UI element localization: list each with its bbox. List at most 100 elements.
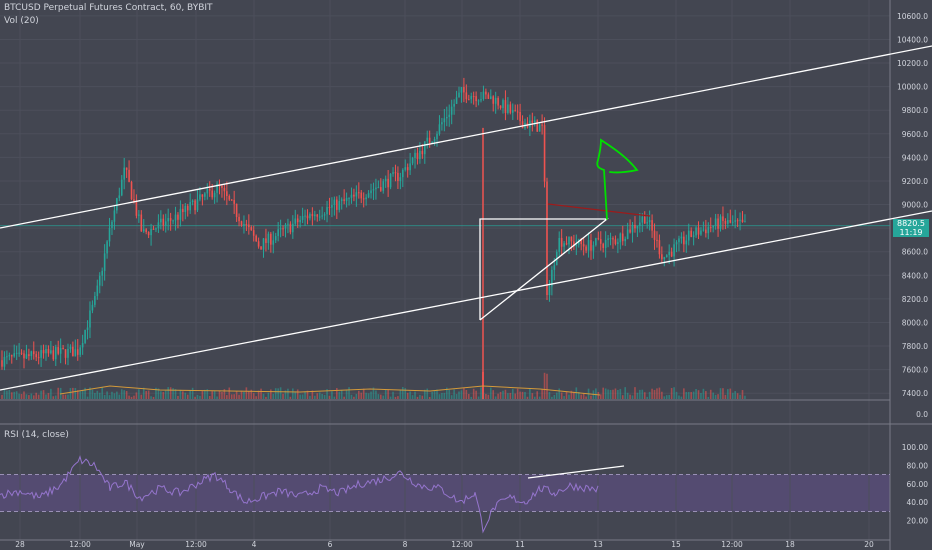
- candle-body: [213, 192, 216, 198]
- price-tick-label: 9600.0: [902, 130, 928, 139]
- candle-body: [140, 214, 143, 232]
- candle-body: [282, 228, 284, 230]
- candle-body: [221, 185, 223, 188]
- volume-bar: [707, 396, 710, 399]
- candle-body: [590, 240, 592, 251]
- volume-bar: [296, 389, 299, 399]
- volume-bar: [213, 390, 216, 399]
- volume-bar: [595, 388, 597, 399]
- candle-body: [201, 194, 204, 197]
- candle-body: [226, 191, 228, 196]
- candle-body: [402, 169, 404, 178]
- candle-body: [37, 357, 40, 359]
- candle-body: [204, 193, 206, 197]
- candle-body: [448, 114, 451, 117]
- volume-bar: [563, 396, 565, 399]
- volume-bar: [460, 390, 463, 399]
- candle-body: [695, 227, 697, 236]
- volume-bar: [602, 387, 605, 399]
- volume-bar: [326, 389, 328, 399]
- candle-body: [54, 347, 57, 360]
- candle-body: [333, 199, 336, 206]
- volume-bar: [582, 393, 585, 399]
- candle-body: [116, 198, 118, 211]
- candle-body: [727, 220, 729, 224]
- candle-body: [370, 190, 372, 194]
- candle-body: [548, 286, 551, 296]
- candle-body: [467, 99, 470, 101]
- candle-body: [169, 218, 172, 221]
- volume-bar: [423, 389, 426, 399]
- rsi-tick-label: 100.00: [902, 443, 928, 452]
- volume-bar: [458, 391, 460, 399]
- candle-body: [177, 214, 179, 220]
- volume-bar: [30, 393, 33, 399]
- volume-bar: [607, 389, 609, 399]
- candle-body: [580, 239, 583, 245]
- candle-body: [714, 218, 717, 226]
- price-tick-label: 10400.0: [897, 35, 928, 44]
- candle-body: [314, 214, 316, 217]
- volume-bar: [624, 387, 626, 399]
- volume-bar: [428, 396, 431, 399]
- volume-bar: [316, 393, 319, 399]
- volume-bar: [529, 388, 531, 399]
- candle-body: [243, 223, 245, 226]
- candle-body: [463, 87, 465, 93]
- candle-body: [399, 177, 402, 182]
- candle-body: [472, 96, 475, 98]
- volume-bar: [333, 396, 336, 399]
- volume-bar: [541, 388, 543, 399]
- price-tick-label: 9400.0: [902, 153, 928, 162]
- candle-body: [624, 238, 626, 242]
- volume-bar: [250, 389, 253, 399]
- volume-bar: [485, 393, 487, 399]
- rsi-indicator-label: RSI (14, close): [4, 430, 69, 440]
- volume-bar: [492, 390, 495, 399]
- volume-bar: [150, 396, 152, 399]
- volume-bar: [309, 395, 311, 399]
- volume-bar: [3, 389, 6, 399]
- candle-body: [353, 194, 355, 197]
- volume-bar: [690, 392, 692, 399]
- volume-bar: [125, 390, 128, 399]
- volume-bar: [301, 394, 304, 399]
- candle-body: [497, 97, 499, 106]
- candle-body: [678, 238, 680, 243]
- candle-body: [587, 240, 590, 251]
- volume-bar: [516, 388, 519, 399]
- rsi-line: [0, 455, 599, 534]
- candle-body: [32, 351, 35, 355]
- volume-bar: [147, 390, 150, 399]
- volume-bar: [50, 388, 52, 399]
- candle-body: [722, 216, 724, 221]
- volume-bar: [338, 391, 341, 399]
- volume-bar: [164, 390, 167, 399]
- candle-body: [125, 167, 128, 170]
- volume-bar: [502, 390, 504, 399]
- volume-bar: [216, 396, 218, 399]
- volume-bar: [436, 389, 438, 399]
- volume-bar: [218, 390, 221, 399]
- volume-bar: [421, 395, 424, 399]
- candle-body: [431, 141, 433, 143]
- volume-bar: [304, 391, 306, 399]
- candle-body: [597, 238, 600, 240]
- volume-bar: [311, 390, 314, 399]
- volume-bar: [238, 394, 240, 399]
- volume-bar: [108, 395, 111, 399]
- volume-bar: [612, 389, 614, 399]
- candle-body: [653, 230, 656, 240]
- time-tick-label: 18: [785, 540, 795, 549]
- volume-bar: [265, 396, 267, 399]
- rsi-tick-label: 60.00: [907, 480, 929, 489]
- volume-bar: [289, 396, 292, 399]
- candle-body: [450, 106, 453, 115]
- volume-bar: [568, 394, 570, 399]
- candle-body: [74, 349, 77, 357]
- volume-bar: [634, 387, 636, 399]
- volume-bar: [658, 387, 661, 399]
- candle-body: [553, 265, 556, 270]
- volume-bar: [186, 394, 189, 399]
